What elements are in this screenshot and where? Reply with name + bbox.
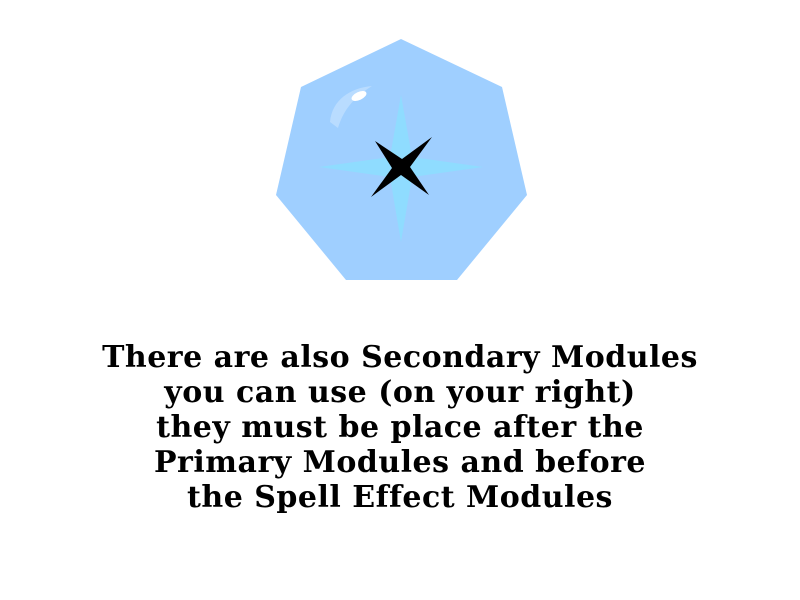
gem-shine [330, 86, 372, 128]
gem-highlight [351, 91, 367, 101]
secondary-module-icon [276, 39, 527, 280]
tutorial-line-3: they must be place after the [156, 410, 644, 445]
center-star-icon [371, 137, 432, 197]
tutorial-line-1: There are also Secondary Modules [102, 340, 698, 375]
tutorial-line-5: the Spell Effect Modules [187, 480, 613, 515]
tutorial-line-2: you can use (on your right) [164, 375, 636, 410]
tutorial-line-4: Primary Modules and before [154, 445, 646, 480]
tutorial-message: There are also Secondary Modules you can… [0, 340, 800, 515]
